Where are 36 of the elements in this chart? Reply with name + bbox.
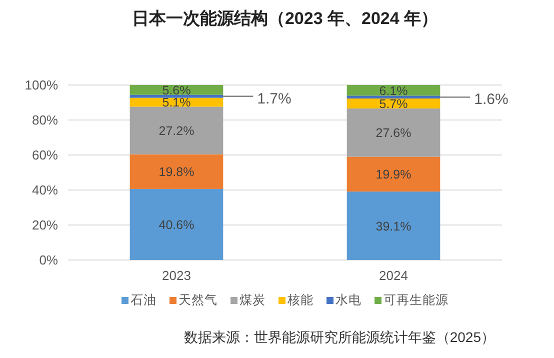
x-tick-label: 2023: [162, 268, 191, 283]
bar: [346, 96, 440, 98]
chart-title: 日本一次能源结构（2023 年、2024 年）: [132, 9, 438, 28]
bar: [130, 106, 224, 154]
data-label: 1.6%: [474, 91, 508, 108]
data-label: 6.1%: [379, 84, 408, 98]
bar: [130, 188, 224, 260]
y-tick-label: 0%: [39, 252, 58, 268]
legend-label: 石油: [130, 293, 156, 307]
legend-label: 水电: [336, 293, 362, 307]
legend-label: 煤炭: [240, 293, 266, 307]
bar: [346, 108, 440, 157]
y-tick-label: 20%: [32, 218, 58, 232]
bar: [346, 192, 440, 260]
data-label: 5.1%: [162, 96, 191, 110]
data-label: 19.9%: [376, 168, 412, 182]
y-tick-label: 60%: [32, 148, 58, 162]
data-label: 40.6%: [158, 218, 194, 232]
data-label: 5.6%: [162, 83, 191, 98]
y-tick-label: 100%: [24, 78, 58, 92]
y-tick-label: 80%: [32, 112, 58, 128]
legend-label: 核能: [286, 293, 314, 307]
bar: [346, 156, 440, 192]
bar: [130, 154, 224, 189]
y-tick-label: 40%: [32, 182, 58, 198]
data-label: 27.6%: [376, 126, 412, 140]
x-tick-label: 2024: [379, 268, 408, 283]
data-label: 5.7%: [379, 96, 408, 111]
legend-label: 可再生能源: [384, 293, 448, 307]
source-note: 数据来源：世界能源研究所能源统计年鉴（2025）: [184, 329, 495, 345]
data-label: 27.2%: [158, 124, 194, 138]
data-label: 39.1%: [376, 219, 412, 234]
legend-label: 天然气: [178, 293, 218, 307]
bar: [130, 94, 224, 98]
data-label: 19.8%: [158, 165, 194, 180]
data-label: 1.7%: [257, 90, 292, 108]
